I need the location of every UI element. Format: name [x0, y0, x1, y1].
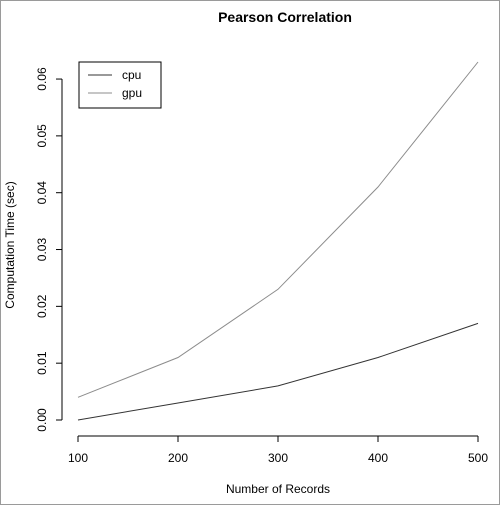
x-tick-label: 400 — [368, 451, 388, 465]
chart-title: Pearson Correlation — [218, 9, 352, 25]
x-tick-label: 100 — [68, 451, 88, 465]
x-axis-label: Number of Records — [226, 482, 330, 496]
x-axis: 100 200 300 400 500 — [68, 435, 488, 465]
x-tick-label: 300 — [268, 451, 288, 465]
y-tick-label: 0.03 — [35, 238, 49, 262]
y-tick-label: 0.02 — [35, 294, 49, 318]
x-tick-label: 500 — [468, 451, 488, 465]
y-tick-label: 0.01 — [35, 351, 49, 375]
legend-box — [78, 61, 162, 109]
y-tick-label: 0.00 — [35, 408, 49, 432]
y-tick-label: 0.05 — [35, 124, 49, 148]
series-line-gpu — [77, 61, 479, 398]
y-tick-label: 0.04 — [35, 181, 49, 205]
y-tick-label: 0.06 — [35, 67, 49, 91]
y-axis-label: Computation Time (sec) — [3, 181, 17, 308]
legend-label-cpu: cpu — [122, 68, 141, 82]
legend-label-gpu: gpu — [122, 86, 142, 100]
series-layer — [77, 61, 479, 421]
y-axis: 0.00 0.01 0.02 0.03 0.04 0.05 0.06 — [35, 67, 63, 432]
series-line-cpu — [77, 322, 479, 421]
legend: cpu gpu — [78, 61, 162, 109]
x-tick-label: 200 — [168, 451, 188, 465]
